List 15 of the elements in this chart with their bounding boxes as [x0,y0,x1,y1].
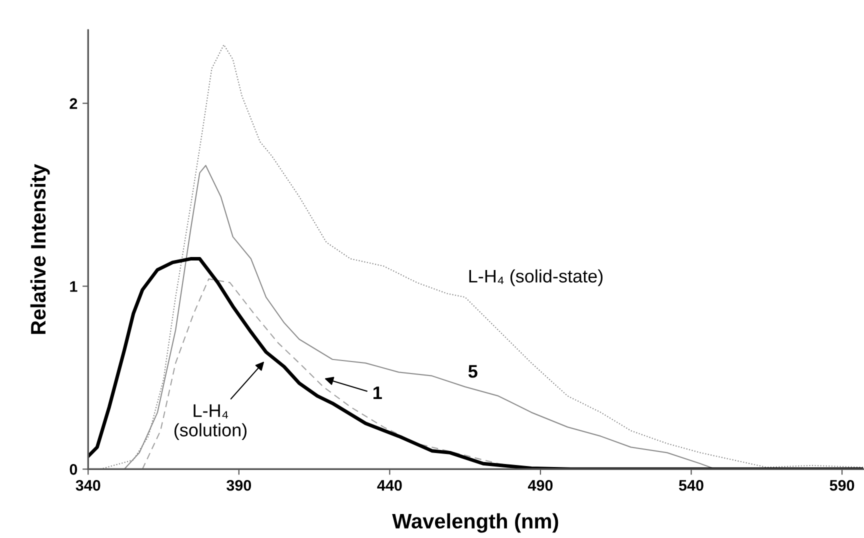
annotation: 5 [468,365,478,378]
x-axis-title: Wavelength (nm) [392,513,558,533]
y-axis-title: Relative Intensity [30,164,50,334]
y-tick-label: 2 [70,98,78,109]
annotation: 1 [374,386,382,400]
annotation: L-H₄ (solid-state) [469,269,603,286]
annotation: L-H₄ (solution) [174,404,247,440]
y-tick-label: 1 [70,281,78,292]
y-tick-label: 0 [70,464,78,475]
x-tick-label: 390 [226,480,252,491]
x-tick-label: 440 [377,480,402,491]
x-tick-label: 490 [528,480,553,491]
x-tick-label: 590 [830,480,854,491]
x-tick-label: 540 [678,480,704,491]
x-tick-label: 340 [76,480,100,491]
